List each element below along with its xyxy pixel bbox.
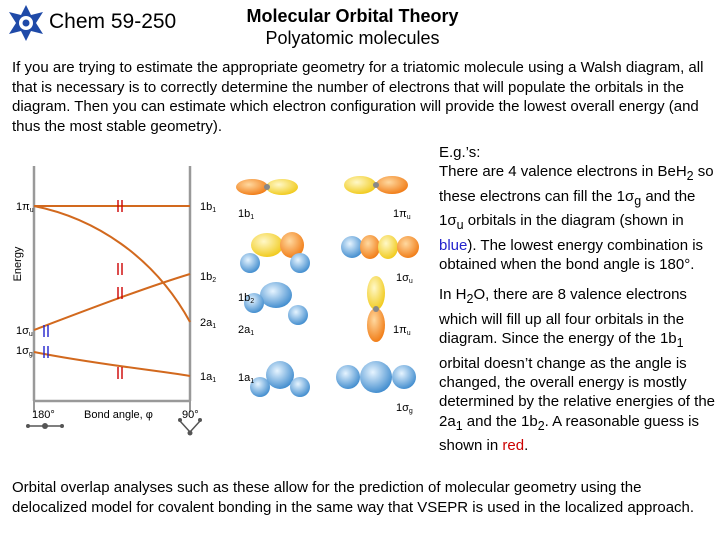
orbital-1pi-u-vertical xyxy=(367,276,385,342)
slide-title: Molecular Orbital Theory Polyatomic mole… xyxy=(200,5,505,49)
level-right-1b2: 1b2 xyxy=(200,271,216,284)
label-1a1: 1a1 xyxy=(238,372,254,385)
level-right-1a1: 1a1 xyxy=(200,371,216,384)
curve-1b2 xyxy=(33,273,191,331)
orbital-pictures: 1b1 1πu 1σu 1b2 2a1 1πu 1a1 1σg xyxy=(236,176,419,415)
course-code: Chem 59-250 xyxy=(49,10,177,33)
orbital-1b1-bent xyxy=(236,179,298,195)
level-right-2a1: 2a1 xyxy=(200,317,216,330)
orbital-1b2-bent xyxy=(240,232,310,273)
beh2-paragraph: There are 4 valence electrons in BeH2 so… xyxy=(439,163,714,274)
blue-word: blue xyxy=(439,236,468,254)
label-1sigma-g: 1σg xyxy=(396,402,413,415)
orbital-1sigma-g-linear xyxy=(336,361,416,393)
level-right-1b1: 1b1 xyxy=(200,201,216,214)
walsh-diagram: Energy 1πu 1σu 1σg 1b1 1b2 2a1 1a1 180° … xyxy=(12,166,216,436)
label-1pi-u-2: 1πu xyxy=(393,324,411,337)
orbital-2a1-bent xyxy=(244,282,308,325)
linear-geometry-icon xyxy=(26,423,64,429)
h2o-paragraph: In H2O, there are 8 valence electrons wh… xyxy=(439,286,715,455)
label-1b1: 1b1 xyxy=(238,208,254,221)
label-2a1: 2a1 xyxy=(238,324,254,337)
orbital-1sigma-u-linear xyxy=(341,235,419,259)
x-left-label: 180° xyxy=(32,409,55,421)
eg-heading: E.g.’s: xyxy=(439,144,481,161)
examples-text: E.g.’s: There are 4 valence electrons in… xyxy=(439,143,715,456)
label-1b2: 1b2 xyxy=(238,292,254,305)
x-right-label: 90° xyxy=(182,409,199,421)
label-1pi-u-1: 1πu xyxy=(393,208,411,221)
level-left-1sigma-g: 1σg xyxy=(16,345,33,358)
intro-paragraph: If you are trying to estimate the approp… xyxy=(12,59,704,135)
title-sub: Polyatomic molecules xyxy=(265,28,440,48)
red-word: red xyxy=(502,437,525,455)
level-left-1pi-u: 1πu xyxy=(16,201,34,214)
university-logo-icon xyxy=(9,5,43,41)
orbital-1pi-u-linear xyxy=(344,176,408,194)
level-left-1sigma-u: 1σu xyxy=(16,325,33,338)
curve-1a1 xyxy=(33,351,191,377)
orbital-1a1-bent xyxy=(250,361,310,397)
x-axis-label: Bond angle, φ xyxy=(84,409,153,421)
bent-geometry-icon xyxy=(179,420,201,434)
y-axis-label: Energy xyxy=(12,246,24,281)
outro-paragraph: Orbital overlap analyses such as these a… xyxy=(12,479,695,516)
title-main: Molecular Orbital Theory xyxy=(246,6,459,26)
label-1sigma-u: 1σu xyxy=(396,272,413,285)
curve-2a1 xyxy=(33,205,191,323)
